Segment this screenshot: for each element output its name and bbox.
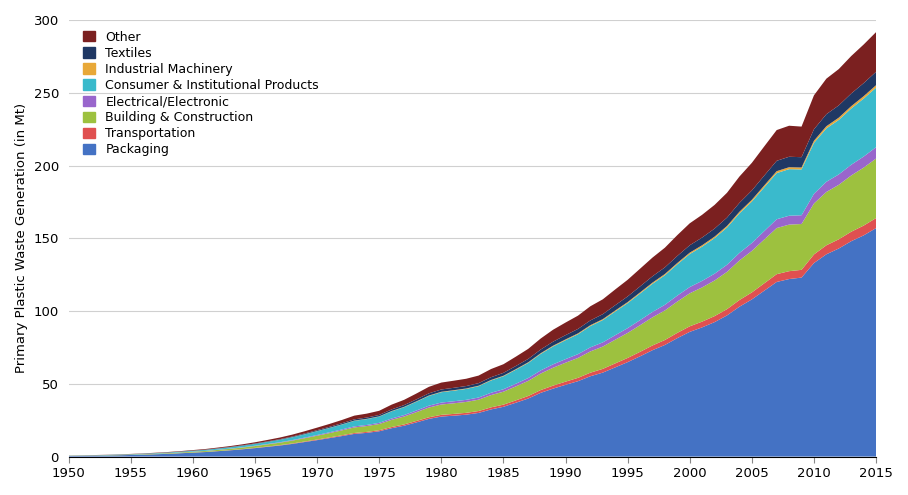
Legend: Other, Textiles, Industrial Machinery, Consumer & Institutional Products, Electr: Other, Textiles, Industrial Machinery, C… <box>83 31 319 156</box>
Y-axis label: Primary Plastic Waste Generation (in Mt): Primary Plastic Waste Generation (in Mt) <box>15 103 28 373</box>
